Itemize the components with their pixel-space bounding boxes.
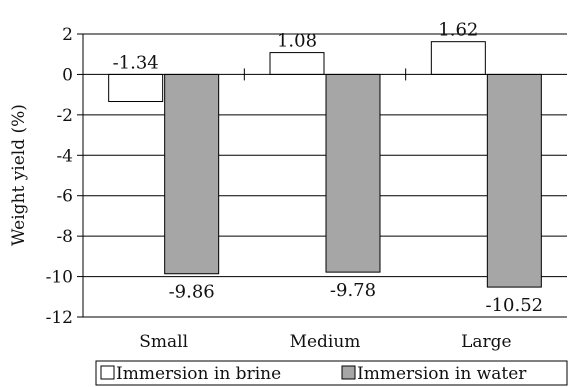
legend-label-water: Immersion in water [357,364,527,384]
data-labels: -1.34 -9.86 1.08 -9.78 1.62 -10.52 [113,20,544,316]
legend-swatch-water [341,365,356,380]
bar-water [325,73,381,273]
legend: Immersion in brine Immersion in water [95,360,568,386]
bars [108,41,542,288]
x-tick-label: Small [139,332,188,352]
y-tick-label: -6 [56,187,73,207]
y-tick-label: -4 [56,146,73,166]
bar-water [486,73,542,288]
bar-water [164,73,220,275]
y-tick-label: 2 [62,25,73,45]
bar-brine [108,73,164,103]
y-tick-label: 0 [62,65,73,85]
bar-brine [430,41,486,75]
legend-swatch-brine [100,365,115,380]
data-label: 1.08 [277,31,317,52]
y-tick-label: -12 [46,308,73,328]
data-label: -10.52 [486,295,544,316]
data-label: -1.34 [113,52,159,73]
axes: 2 0 -2 -4 -6 -8 -10 -12 Small Medium Large [46,25,567,352]
data-label: -9.86 [169,282,215,303]
data-label: -9.78 [330,280,376,301]
legend-border [95,360,568,386]
legend-label-brine: Immersion in brine [116,364,281,384]
x-tick-label: Medium [290,332,361,352]
y-tick-label: -10 [46,268,73,288]
x-tick-label: Large [461,332,512,352]
bar-brine [269,52,325,75]
data-label: 1.62 [438,20,478,41]
y-tick-label: -8 [56,227,73,247]
y-tick-label: -2 [56,106,73,126]
y-axis-title: Weight yield (%) [9,104,29,246]
gridlines [83,33,567,318]
